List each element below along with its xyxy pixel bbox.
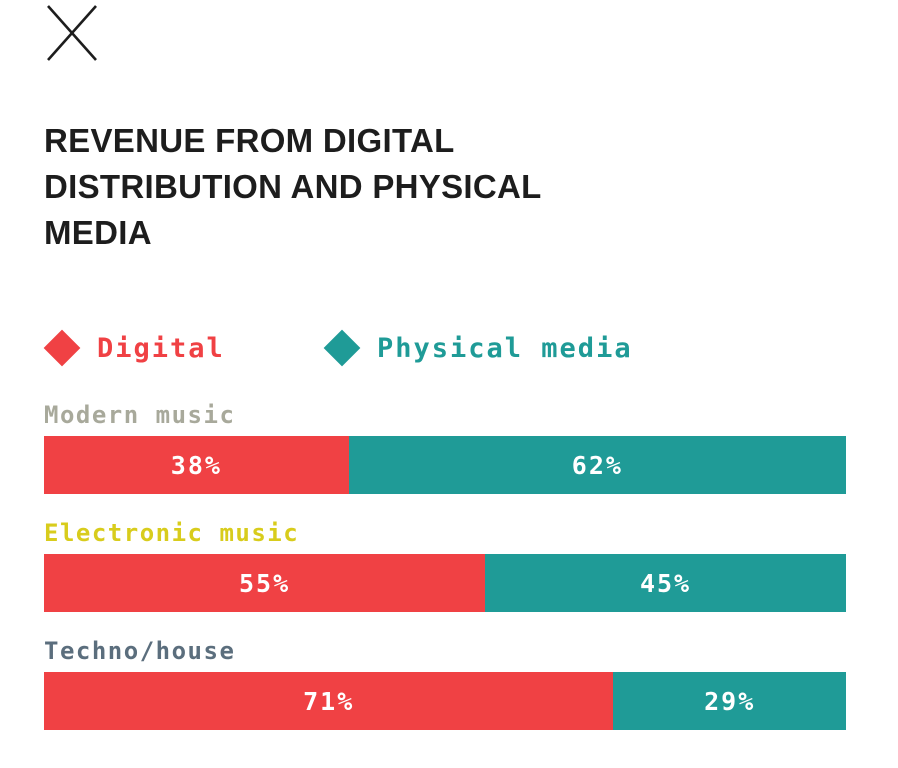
category-label: Modern music: [44, 401, 236, 429]
bar-segment-digital: 38%: [44, 436, 349, 494]
chart-title: REVENUE FROM DIGITAL DISTRIBUTION AND PH…: [44, 122, 542, 251]
bar-row: 71% 29%: [44, 672, 846, 730]
bar-segment-physical: 29%: [613, 672, 846, 730]
legend-swatch-digital: [43, 329, 81, 367]
category-label: Techno/house: [44, 637, 236, 665]
bar-segment-physical: 45%: [485, 554, 846, 612]
bar-segment-physical: 62%: [348, 436, 846, 494]
category-label: Electronic music: [44, 519, 300, 547]
legend-item-physical: Physical media: [323, 328, 633, 368]
legend-swatch-physical: [323, 329, 361, 367]
close-icon: [47, 5, 97, 61]
bar-segment-digital: 55%: [44, 554, 486, 612]
bar-row: 38% 62%: [44, 436, 846, 494]
legend-item-digital: Digital: [43, 328, 225, 368]
close-button[interactable]: [46, 4, 98, 62]
bar-row: 55% 45%: [44, 554, 846, 612]
legend-label-physical: Physical media: [377, 332, 633, 364]
legend-label-digital: Digital: [97, 332, 225, 364]
bar-segment-digital: 71%: [44, 672, 614, 730]
